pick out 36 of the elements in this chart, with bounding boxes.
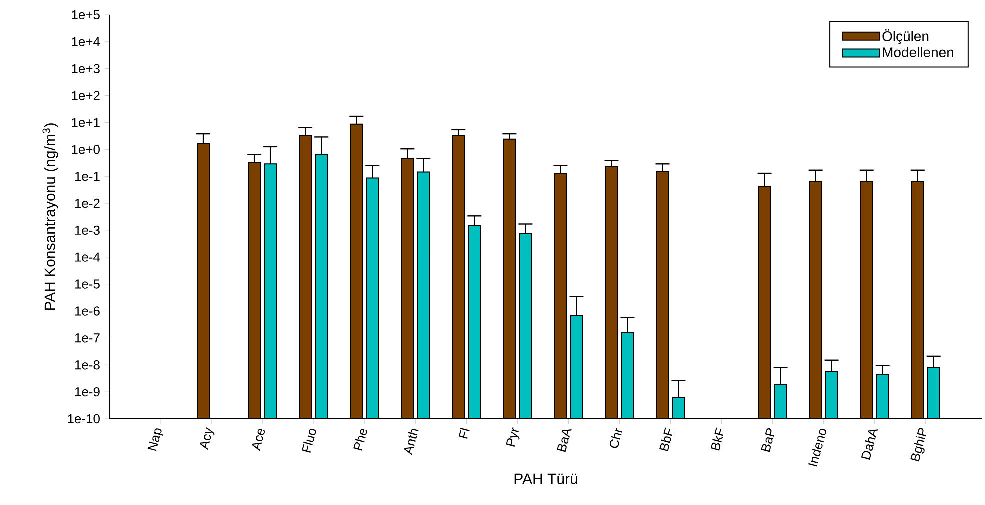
y-tick-label: 1e-6	[75, 306, 100, 316]
legend-label: Modellenen	[883, 47, 954, 58]
y-tick-label: 1e-10	[68, 414, 100, 424]
y-tick-label: 1e+3	[72, 64, 100, 74]
x-tick-label: Anth	[404, 429, 419, 456]
x-tick-label: BaA	[557, 430, 572, 452]
x-tick-label: BaP	[761, 428, 774, 452]
x-tick-label: Fluo	[302, 428, 316, 453]
y-tick-label: 1e+5	[72, 10, 100, 20]
x-tick-label: DahA	[861, 430, 878, 460]
y-tick-label: 1e-5	[75, 280, 100, 289]
x-tick-label: Phe	[354, 429, 368, 451]
y-tick-label: 1e-4	[75, 252, 100, 262]
x-tick-label: Chr	[610, 428, 622, 448]
y-tick-label: 1e+2	[72, 91, 100, 100]
x-tick-label: Nap	[148, 428, 164, 452]
x-tick-label: BkF	[710, 428, 724, 451]
y-tick-label: 1e+4	[72, 37, 100, 46]
x-tick-label: Ace	[252, 428, 266, 452]
x-tick-label: Indeno	[808, 428, 826, 467]
y-tick-label: 1e-1	[75, 172, 100, 182]
y-tick-label: 1e+1	[72, 118, 100, 128]
x-tick-label: BbF	[660, 428, 673, 452]
x-tick-label: BghiP	[910, 428, 926, 462]
x-axis-title: PAH Türü	[514, 474, 578, 484]
y-tick-label: 1e-3	[75, 226, 100, 236]
y-tick-label: 1e-8	[75, 360, 100, 370]
x-tick-label: Acy	[200, 427, 215, 450]
legend-label: Ölçülen	[882, 30, 929, 44]
x-tick-label: Fl	[458, 428, 470, 440]
y-tick-label: 1e+0	[72, 145, 100, 154]
y-tick-label: 1e-7	[75, 334, 100, 343]
y-axis-title: PAH Konsantrayonu (ng/m$^{3}$)	[42, 124, 58, 310]
y-tick-label: 1e-9	[75, 387, 100, 397]
y-tick-label: 1e-2	[75, 198, 100, 208]
x-tick-label: Pyr	[506, 428, 520, 447]
